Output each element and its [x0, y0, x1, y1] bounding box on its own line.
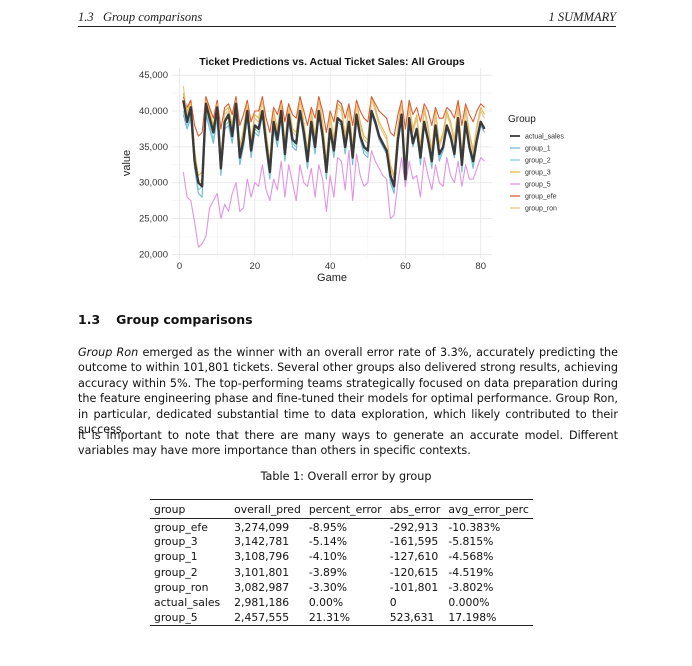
y-tick-label: 20,000 [139, 249, 168, 260]
winner-name: Group Ron [78, 346, 139, 359]
cell-overall-pred: 2,457,555 [234, 611, 290, 625]
legend-label: group_2 [525, 158, 551, 165]
y-tick-label: 40,000 [139, 106, 168, 117]
cell-percent-error: -3.30% [308, 581, 348, 595]
line-chart: 20,000 25,000 30,000 35,000 40,000 45,000 0 20 4… [110, 52, 590, 284]
plot-panel [172, 68, 492, 258]
table-row: group_1 3,108,796 -4.10% -127,610 -4.568… [150, 549, 533, 564]
cell-group: group_efe [154, 521, 208, 534]
cell-abs-error: -120,615 [389, 565, 439, 579]
table-row: group_efe 3,274,099 -8.95% -292,913 -10.… [150, 519, 533, 534]
x-tick-label: 20 [250, 261, 261, 272]
cell-abs-error: -292,913 [389, 521, 439, 534]
header-percent-error: percent_error [308, 503, 382, 516]
cell-group: group_5 [154, 611, 198, 625]
table-row: group_2 3,101,801 -3.89% -120,615 -4.519… [150, 565, 533, 580]
table-header-row: group overall_pred percent_error abs_err… [150, 499, 533, 519]
header-abs-error: abs_error [389, 503, 441, 516]
legend-label: group_5 [525, 182, 551, 189]
cell-percent-error: -5.14% [308, 535, 348, 549]
cell-overall-pred: 3,082,987 [234, 581, 290, 595]
legend-title: Group [508, 114, 536, 125]
y-tick-label: 25,000 [139, 214, 168, 225]
legend-label: actual_sales [525, 134, 564, 141]
header-group: group [154, 503, 186, 516]
paragraph-note: It is important to note that there are m… [78, 429, 618, 458]
legend-label: group_ron [525, 206, 557, 213]
cell-avg-error-perc: 0.000% [448, 596, 490, 610]
cell-abs-error: 0 [389, 596, 397, 610]
error-table: group overall_pred percent_error abs_err… [150, 499, 533, 626]
cell-percent-error: -8.95% [308, 521, 348, 534]
series-line-group-5 [182, 149, 485, 248]
cell-avg-error-perc: -4.519% [448, 565, 494, 579]
x-tick-label: 0 [177, 261, 182, 272]
table-caption: Table 1: Overall error by group [260, 470, 432, 483]
x-axis-label: Game [317, 272, 347, 284]
table-row: actual_sales 2,981,186 0.00% 0 0.000% [150, 595, 533, 610]
x-tick-label: 60 [400, 261, 411, 272]
y-tick-label: 30,000 [139, 178, 168, 189]
cell-overall-pred: 2,981,186 [234, 596, 290, 610]
cell-percent-error: 21.31% [308, 611, 350, 625]
section-heading: 1.3 Group comparisons [78, 312, 253, 327]
y-tick-label: 35,000 [139, 142, 168, 153]
cell-percent-error: -4.10% [308, 550, 348, 564]
cell-abs-error: -127,610 [389, 550, 439, 564]
cell-avg-error-perc: -10.383% [448, 521, 501, 534]
cell-avg-error-perc: -4.568% [448, 550, 494, 564]
legend-label: group_1 [525, 146, 551, 153]
running-head-chapter: 1 SUMMARY [548, 10, 616, 24]
cell-group: group_ron [154, 581, 209, 595]
series-line-group-efe [182, 96, 485, 137]
cell-percent-error: 0.00% [308, 596, 344, 610]
cell-avg-error-perc: -3.802% [448, 581, 494, 595]
cell-abs-error: 523,631 [389, 611, 435, 625]
cell-group: group_2 [154, 565, 198, 579]
series-line-actual-sales [182, 100, 486, 188]
cell-group: group_3 [154, 535, 198, 549]
cell-group: group_1 [154, 550, 198, 564]
legend-label: group_efe [525, 194, 557, 201]
cell-group: actual_sales [154, 596, 221, 610]
running-head-section: 1.3 Group comparisons [78, 10, 203, 24]
cell-abs-error: -161,595 [389, 535, 439, 549]
cell-overall-pred: 3,142,781 [234, 535, 290, 549]
table-row: group_3 3,142,781 -5.14% -161,595 -5.815… [150, 534, 533, 549]
chart-title: Ticket Predictions vs. Actual Ticket Sal… [199, 56, 465, 68]
x-tick-label: 40 [325, 261, 336, 272]
section-number: 1.3 [78, 312, 101, 327]
table-row: group_ron 3,082,987 -3.30% -101,801 -3.8… [150, 580, 533, 595]
header-avg-error-perc: avg_error_perc [448, 503, 529, 516]
header-rule [78, 26, 616, 27]
cell-abs-error: -101,801 [389, 581, 439, 595]
cell-overall-pred: 3,108,796 [234, 550, 290, 564]
cell-overall-pred: 3,101,801 [234, 565, 290, 579]
paragraph-winner: Group Ron emerged as the winner with an … [78, 345, 618, 437]
y-tick-label: 45,000 [139, 70, 168, 81]
x-tick-label: 80 [475, 261, 486, 272]
cell-avg-error-perc: -5.815% [448, 535, 494, 549]
legend-label: group_3 [525, 170, 551, 177]
section-title: Group comparisons [116, 312, 253, 327]
paragraph-winner-text: emerged as the winner with an overall er… [78, 346, 619, 437]
header-overall-pred: overall_pred [234, 503, 301, 516]
table-row: group_5 2,457,555 21.31% 523,631 17.198% [150, 610, 533, 626]
y-axis-label: value [121, 150, 133, 176]
cell-overall-pred: 3,274,099 [234, 521, 290, 534]
cell-percent-error: -3.89% [308, 565, 348, 579]
running-head: 1.3 Group comparisons 1 SUMMARY [78, 10, 616, 28]
cell-avg-error-perc: 17.198% [448, 611, 497, 625]
